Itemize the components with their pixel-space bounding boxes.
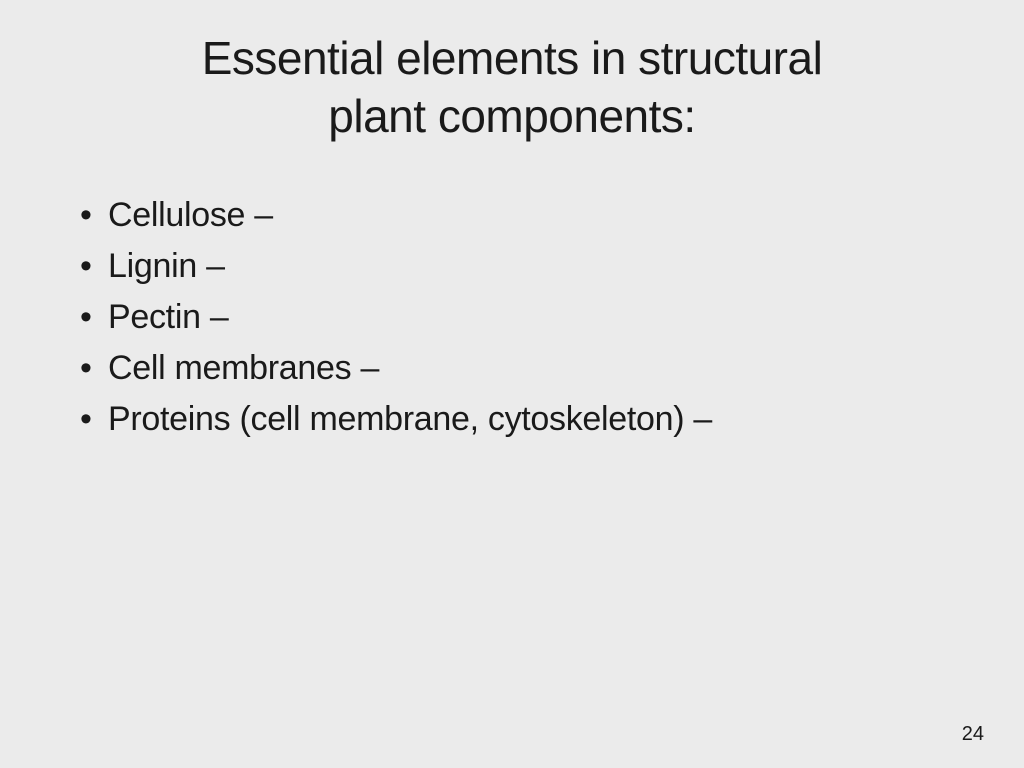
bullet-list: Cellulose – Lignin – Pectin – Cell membr…: [0, 190, 1024, 445]
title-line-2: plant components:: [328, 90, 695, 142]
list-item: Cellulose –: [80, 190, 1024, 241]
list-item: Pectin –: [80, 292, 1024, 343]
page-number: 24: [962, 723, 984, 746]
list-item: Lignin –: [80, 241, 1024, 292]
list-item: Cell membranes –: [80, 343, 1024, 394]
title-line-1: Essential elements in structural: [202, 32, 823, 84]
list-item: Proteins (cell membrane, cytoskeleton) –: [80, 394, 1024, 445]
slide-title: Essential elements in structural plant c…: [0, 0, 1024, 145]
